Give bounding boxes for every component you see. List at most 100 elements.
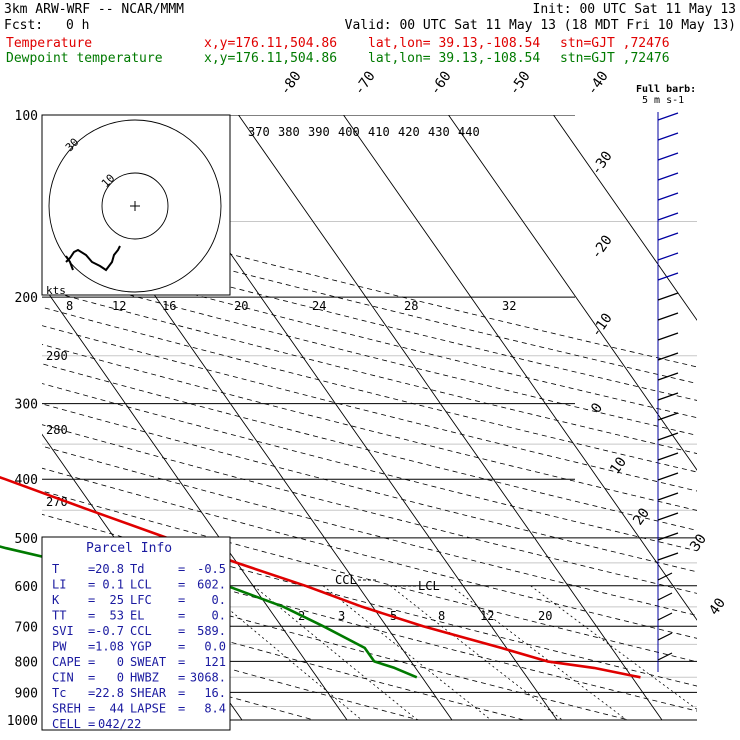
wind-barb [657, 652, 673, 661]
parcel-value: 0 [117, 671, 124, 685]
isotherm-label: -70 [351, 68, 379, 98]
parcel-key: Tc [52, 686, 66, 700]
parcel-eq: = [88, 624, 95, 638]
parcel-key: SWEAT [130, 655, 166, 669]
wind-barb [657, 252, 679, 261]
hodograph: 30 10 [41, 114, 231, 296]
mixing-ratio-line [322, 585, 492, 721]
pressure-tick-label: 100 [15, 109, 38, 124]
mixing-ratio-label: 20 [538, 609, 552, 623]
parcel-info-row: K = 25 LFC = 0. [52, 593, 226, 607]
parcel-key: T [52, 562, 59, 576]
parcel-cell-value: 042/22 [98, 717, 141, 731]
dewpoint-latlon: lat,lon= 39.13,-108.54 [368, 51, 541, 66]
wind-barb [657, 572, 673, 581]
wind-barb [657, 232, 679, 241]
parcel-info-title: Parcel Info [86, 541, 172, 556]
parcel-key: K [52, 593, 60, 607]
wind-barb [657, 352, 679, 361]
parcel-value: 20.8 [95, 562, 124, 576]
parcel-value: 0.0 [204, 640, 226, 654]
parcel-value: 44 [110, 702, 124, 716]
parcel-eq: = [88, 593, 95, 607]
parcel-value: 602. [197, 578, 226, 592]
ccl-marker: CCL [335, 573, 357, 587]
parcel-value: 8.4 [204, 702, 226, 716]
hodograph-speed-label: 16 [162, 299, 176, 313]
theta-e-label: 430 [428, 125, 450, 139]
dry-adiabat [42, 271, 697, 436]
parcel-key: LCL [130, 578, 152, 592]
parcel-cell-label: CELL [52, 717, 81, 731]
parcel-eq: = [88, 609, 95, 623]
dry-adiabat [42, 538, 697, 712]
parcel-info-row: CAPE = 0 SWEAT = 121 [52, 655, 226, 669]
parcel-eq: = [88, 640, 95, 654]
parcel-eq: = [178, 640, 185, 654]
mixing-ratio-line [200, 585, 363, 721]
temperature-profile [0, 475, 641, 679]
parcel-eq: = [178, 593, 185, 607]
parcel-value: -0.5 [197, 562, 226, 576]
parcel-eq: = [88, 562, 95, 576]
parcel-info-row: SREH = 44 LAPSE = 8.4 [52, 702, 226, 716]
hodograph-speed-label: 8 [66, 299, 73, 313]
parcel-value: 0. [212, 593, 226, 607]
parcel-eq: = [178, 624, 185, 638]
parcel-key: SVI [52, 624, 74, 638]
wind-barb [657, 552, 679, 561]
pressure-tick-label: 1000 [7, 714, 38, 729]
parcel-info-row: Tc = 22.8 SHEAR = 16. [52, 686, 226, 700]
parcel-eq: = [88, 717, 95, 731]
isotherm-label: -80 [277, 68, 305, 98]
theta-e-label: 410 [368, 125, 390, 139]
parcel-info-row: PW = 1.08 YGP = 0.0 [52, 640, 226, 654]
pressure-tick-label: 700 [15, 620, 38, 635]
parcel-value: 16. [204, 686, 226, 700]
wind-barb [657, 152, 679, 161]
hodograph-trace [65, 255, 74, 271]
parcel-key: TT [52, 609, 66, 623]
parcel-value: 121 [204, 655, 226, 669]
parcel-eq: = [88, 686, 95, 700]
parcel-key: LFC [130, 593, 152, 607]
wind-barb [657, 132, 679, 141]
mixing-ratio-label: 12 [480, 609, 494, 623]
parcel-info-row: TT = 53 EL = 0. [52, 609, 226, 623]
parcel-eq: = [178, 609, 185, 623]
parcel-key: Td [130, 562, 144, 576]
isotherm-line [553, 115, 697, 321]
model-title: 3km ARW-WRF -- NCAR/MMM [4, 2, 185, 17]
temperature-station: stn=GJT ,72476 [560, 36, 670, 51]
parcel-value: 22.8 [95, 686, 124, 700]
isotherm-label: 0 [588, 400, 606, 416]
isotherm-label: 40 [706, 595, 729, 618]
temperature-legend: Temperature [6, 36, 93, 51]
isotherm-line [448, 115, 697, 471]
parcel-value: 0. [212, 609, 226, 623]
wind-barb [657, 312, 679, 321]
isotherm-label: -50 [506, 68, 534, 98]
parcel-value: 589. [197, 624, 226, 638]
forecast-label: Fcst: [4, 18, 44, 33]
hodograph-speed-label: 32 [502, 299, 516, 313]
wind-barb [657, 212, 679, 221]
dewpoint-legend: Dewpoint temperature [6, 51, 163, 66]
parcel-info-row: SVI = -0.7 CCL = 589. [52, 624, 226, 638]
isotherm-line [133, 115, 558, 721]
parcel-eq: = [178, 655, 185, 669]
parcel-key: SREH [52, 702, 81, 716]
wind-barb [657, 172, 679, 181]
isotherm-label: 20 [630, 505, 653, 528]
parcel-value: 0.1 [102, 578, 124, 592]
parcel-key: YGP [130, 640, 152, 654]
wind-barb [657, 452, 679, 461]
temperature-xy: x,y=176.11,504.86 [204, 36, 338, 51]
dry-adiabat [42, 344, 697, 511]
parcel-value: 25 [110, 593, 124, 607]
dry-adiabat [42, 445, 697, 616]
mixing-ratio-line [390, 585, 563, 721]
theta-e-label: 390 [308, 125, 330, 139]
wind-barb [657, 612, 673, 621]
